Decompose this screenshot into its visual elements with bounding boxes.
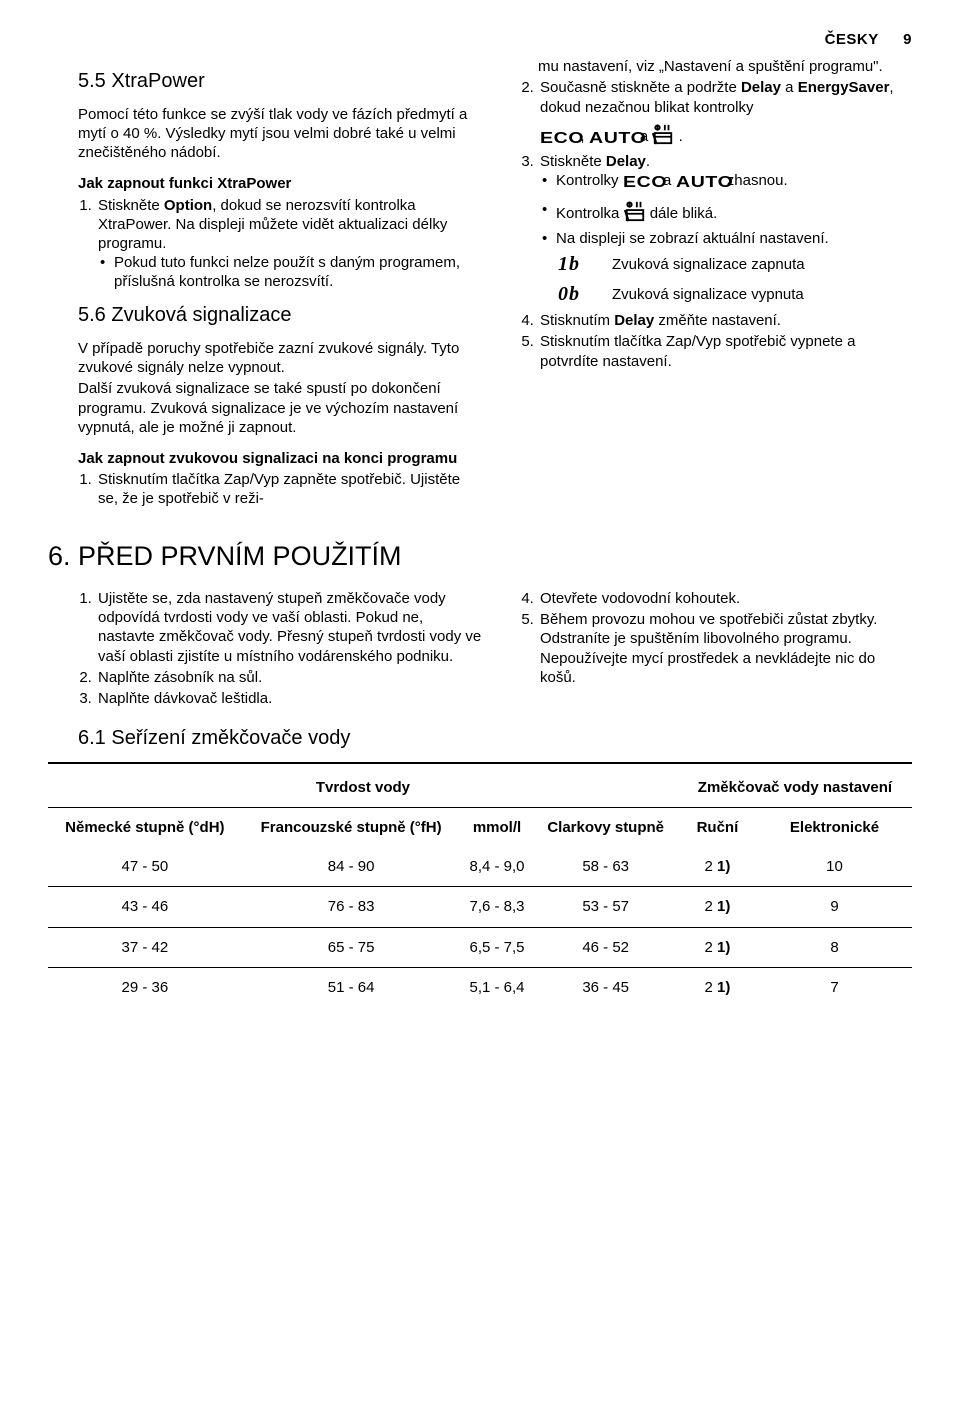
- table-cell: 7: [757, 967, 912, 1007]
- table-row: 47 - 5084 - 908,4 - 9,058 - 632 1)10: [48, 847, 912, 887]
- table-cell: 53 - 57: [534, 887, 678, 927]
- sub-list: Pokud tuto funkci nelze použít s daným p…: [98, 253, 482, 291]
- list-item: Kontrolky ECO a AUTO zhasnou.: [554, 171, 912, 193]
- table-cell: 51 - 64: [242, 967, 461, 1007]
- hardness-table: Tvrdost vody Změkčovač vody nastavení Ně…: [48, 768, 912, 1007]
- auto-icon: AUTO: [676, 173, 733, 193]
- col-header: Clarkovy stupně: [534, 808, 678, 848]
- section-6-title: 6. PŘED PRVNÍM POUŽITÍM: [48, 539, 912, 574]
- section-5-5-title: 5.5 XtraPower: [78, 69, 482, 95]
- continuation-text: mu nastavení, viz „Nastavení a spuštění …: [508, 57, 912, 76]
- list-item: Stisknutím tlačítka Zap/Vyp spotřebič vy…: [538, 332, 912, 370]
- table-row: 37 - 4265 - 756,5 - 7,546 - 522 1)8: [48, 927, 912, 967]
- table-cell: 2 1): [678, 847, 757, 887]
- auto-icon: AUTO: [589, 129, 646, 149]
- right-list: Současně stiskněte a podržte Delay a Ene…: [508, 78, 912, 370]
- table-row: 43 - 4676 - 837,6 - 8,353 - 572 1)9: [48, 887, 912, 927]
- page-header: ČESKY 9: [48, 30, 912, 49]
- table-cell: 7,6 - 8,3: [461, 887, 534, 927]
- left-column: 5.5 XtraPower Pomocí této funkce se zvýš…: [48, 57, 482, 510]
- s6-left: Ujistěte se, zda nastavený stupeň změkčo…: [48, 587, 482, 710]
- table-cell: 2 1): [678, 887, 757, 927]
- table-row: 29 - 3651 - 645,1 - 6,436 - 452 1)7: [48, 967, 912, 1007]
- table-cell: 37 - 42: [48, 927, 242, 967]
- col-group-hardness: Tvrdost vody: [48, 768, 678, 808]
- list-item: Stisknutím tlačítka Zap/Vyp zapněte spot…: [96, 470, 482, 508]
- table-cell: 8,4 - 9,0: [461, 847, 534, 887]
- list-item: Stiskněte Option, dokud se nerozsvítí ko…: [96, 196, 482, 292]
- table-cell: 65 - 75: [242, 927, 461, 967]
- header-page: 9: [903, 31, 912, 48]
- list-item: Naplňte dávkovač leštidla.: [96, 689, 482, 708]
- list-item: Stiskněte Delay. Kontrolky ECO a AUTO zh…: [538, 152, 912, 307]
- display-code: 0b: [558, 282, 598, 308]
- list-item: Naplňte zásobník na sůl.: [96, 668, 482, 687]
- list-item: Kontrolka dále bliká.: [554, 200, 912, 227]
- indicator-line: ECO , AUTO a .: [540, 123, 912, 150]
- table-cell: 58 - 63: [534, 847, 678, 887]
- list-item: Ujistěte se, zda nastavený stupeň změkčo…: [96, 589, 482, 666]
- header-lang: ČESKY: [825, 31, 879, 48]
- section-5-5-body: Pomocí této funkce se zvýší tlak vody ve…: [78, 105, 482, 163]
- dishwasher-icon: [624, 200, 646, 227]
- section-5-6-title: 5.6 Zvuková signalizace: [78, 303, 482, 329]
- section-5-6-subhead: Jak zapnout zvukovou signalizaci na konc…: [78, 449, 482, 468]
- table-cell: 10: [757, 847, 912, 887]
- table-cell: 6,5 - 7,5: [461, 927, 534, 967]
- list-item: Pokud tuto funkci nelze použít s daným p…: [112, 253, 482, 291]
- col-group-setting: Změkčovač vody nastavení: [678, 768, 912, 808]
- s6-right-list: Otevřete vodovodní kohoutek. Během provo…: [508, 589, 912, 687]
- eco-icon: ECO: [540, 129, 584, 149]
- section-5-6-list: Stisknutím tlačítka Zap/Vyp zapněte spot…: [78, 470, 482, 508]
- section-6-1-title: 6.1 Seřízení změkčovače vody: [48, 726, 912, 752]
- col-header: Francouzské stupně (°fH): [242, 808, 461, 848]
- table-cell: 47 - 50: [48, 847, 242, 887]
- table-cell: 29 - 36: [48, 967, 242, 1007]
- list-item: Během provozu mohou ve spotřebiči zůstat…: [538, 610, 912, 687]
- list-item: Současně stiskněte a podržte Delay a Ene…: [538, 78, 912, 150]
- list-item: Na displeji se zobrazí aktuální nastaven…: [554, 229, 912, 248]
- body-text: V případě poruchy spotřebiče zazní zvuko…: [78, 339, 482, 377]
- dishwasher-icon: [652, 123, 674, 150]
- table-cell: 9: [757, 887, 912, 927]
- table-cell: 8: [757, 927, 912, 967]
- display-code: 1b: [558, 252, 598, 278]
- sub-list: Kontrolky ECO a AUTO zhasnou. Kontrolka …: [540, 171, 912, 248]
- s6-left-list: Ujistěte se, zda nastavený stupeň změkčo…: [78, 589, 482, 708]
- table-cell: 43 - 46: [48, 887, 242, 927]
- display-desc: Zvuková signalizace vypnuta: [612, 285, 912, 304]
- col-header: mmol/l: [461, 808, 534, 848]
- table-cell: 76 - 83: [242, 887, 461, 927]
- table-cell: 84 - 90: [242, 847, 461, 887]
- body-text: Další zvuková signalizace se také spustí…: [78, 379, 482, 437]
- s6-right: Otevřete vodovodní kohoutek. Během provo…: [508, 587, 912, 710]
- right-column: mu nastavení, viz „Nastavení a spuštění …: [508, 57, 912, 510]
- eco-icon: ECO: [623, 173, 667, 193]
- col-header: Německé stupně (°dH): [48, 808, 242, 848]
- table-cell: 36 - 45: [534, 967, 678, 1007]
- table-cell: 46 - 52: [534, 927, 678, 967]
- section-5-5-subhead: Jak zapnout funkci XtraPower: [78, 174, 482, 193]
- signal-row: 1b Zvuková signalizace zapnuta: [558, 252, 912, 278]
- table-cell: 2 1): [678, 967, 757, 1007]
- col-header: Elektronické: [757, 808, 912, 848]
- table-top-rule: [48, 762, 912, 764]
- section-5-5-list: Stiskněte Option, dokud se nerozsvítí ko…: [78, 196, 482, 292]
- signal-row: 0b Zvuková signalizace vypnuta: [558, 282, 912, 308]
- table-cell: 5,1 - 6,4: [461, 967, 534, 1007]
- table-cell: 2 1): [678, 927, 757, 967]
- list-item: Stisknutím Delay změňte nastavení.: [538, 311, 912, 330]
- display-desc: Zvuková signalizace zapnuta: [612, 255, 912, 274]
- col-header: Ruční: [678, 808, 757, 848]
- list-item: Otevřete vodovodní kohoutek.: [538, 589, 912, 608]
